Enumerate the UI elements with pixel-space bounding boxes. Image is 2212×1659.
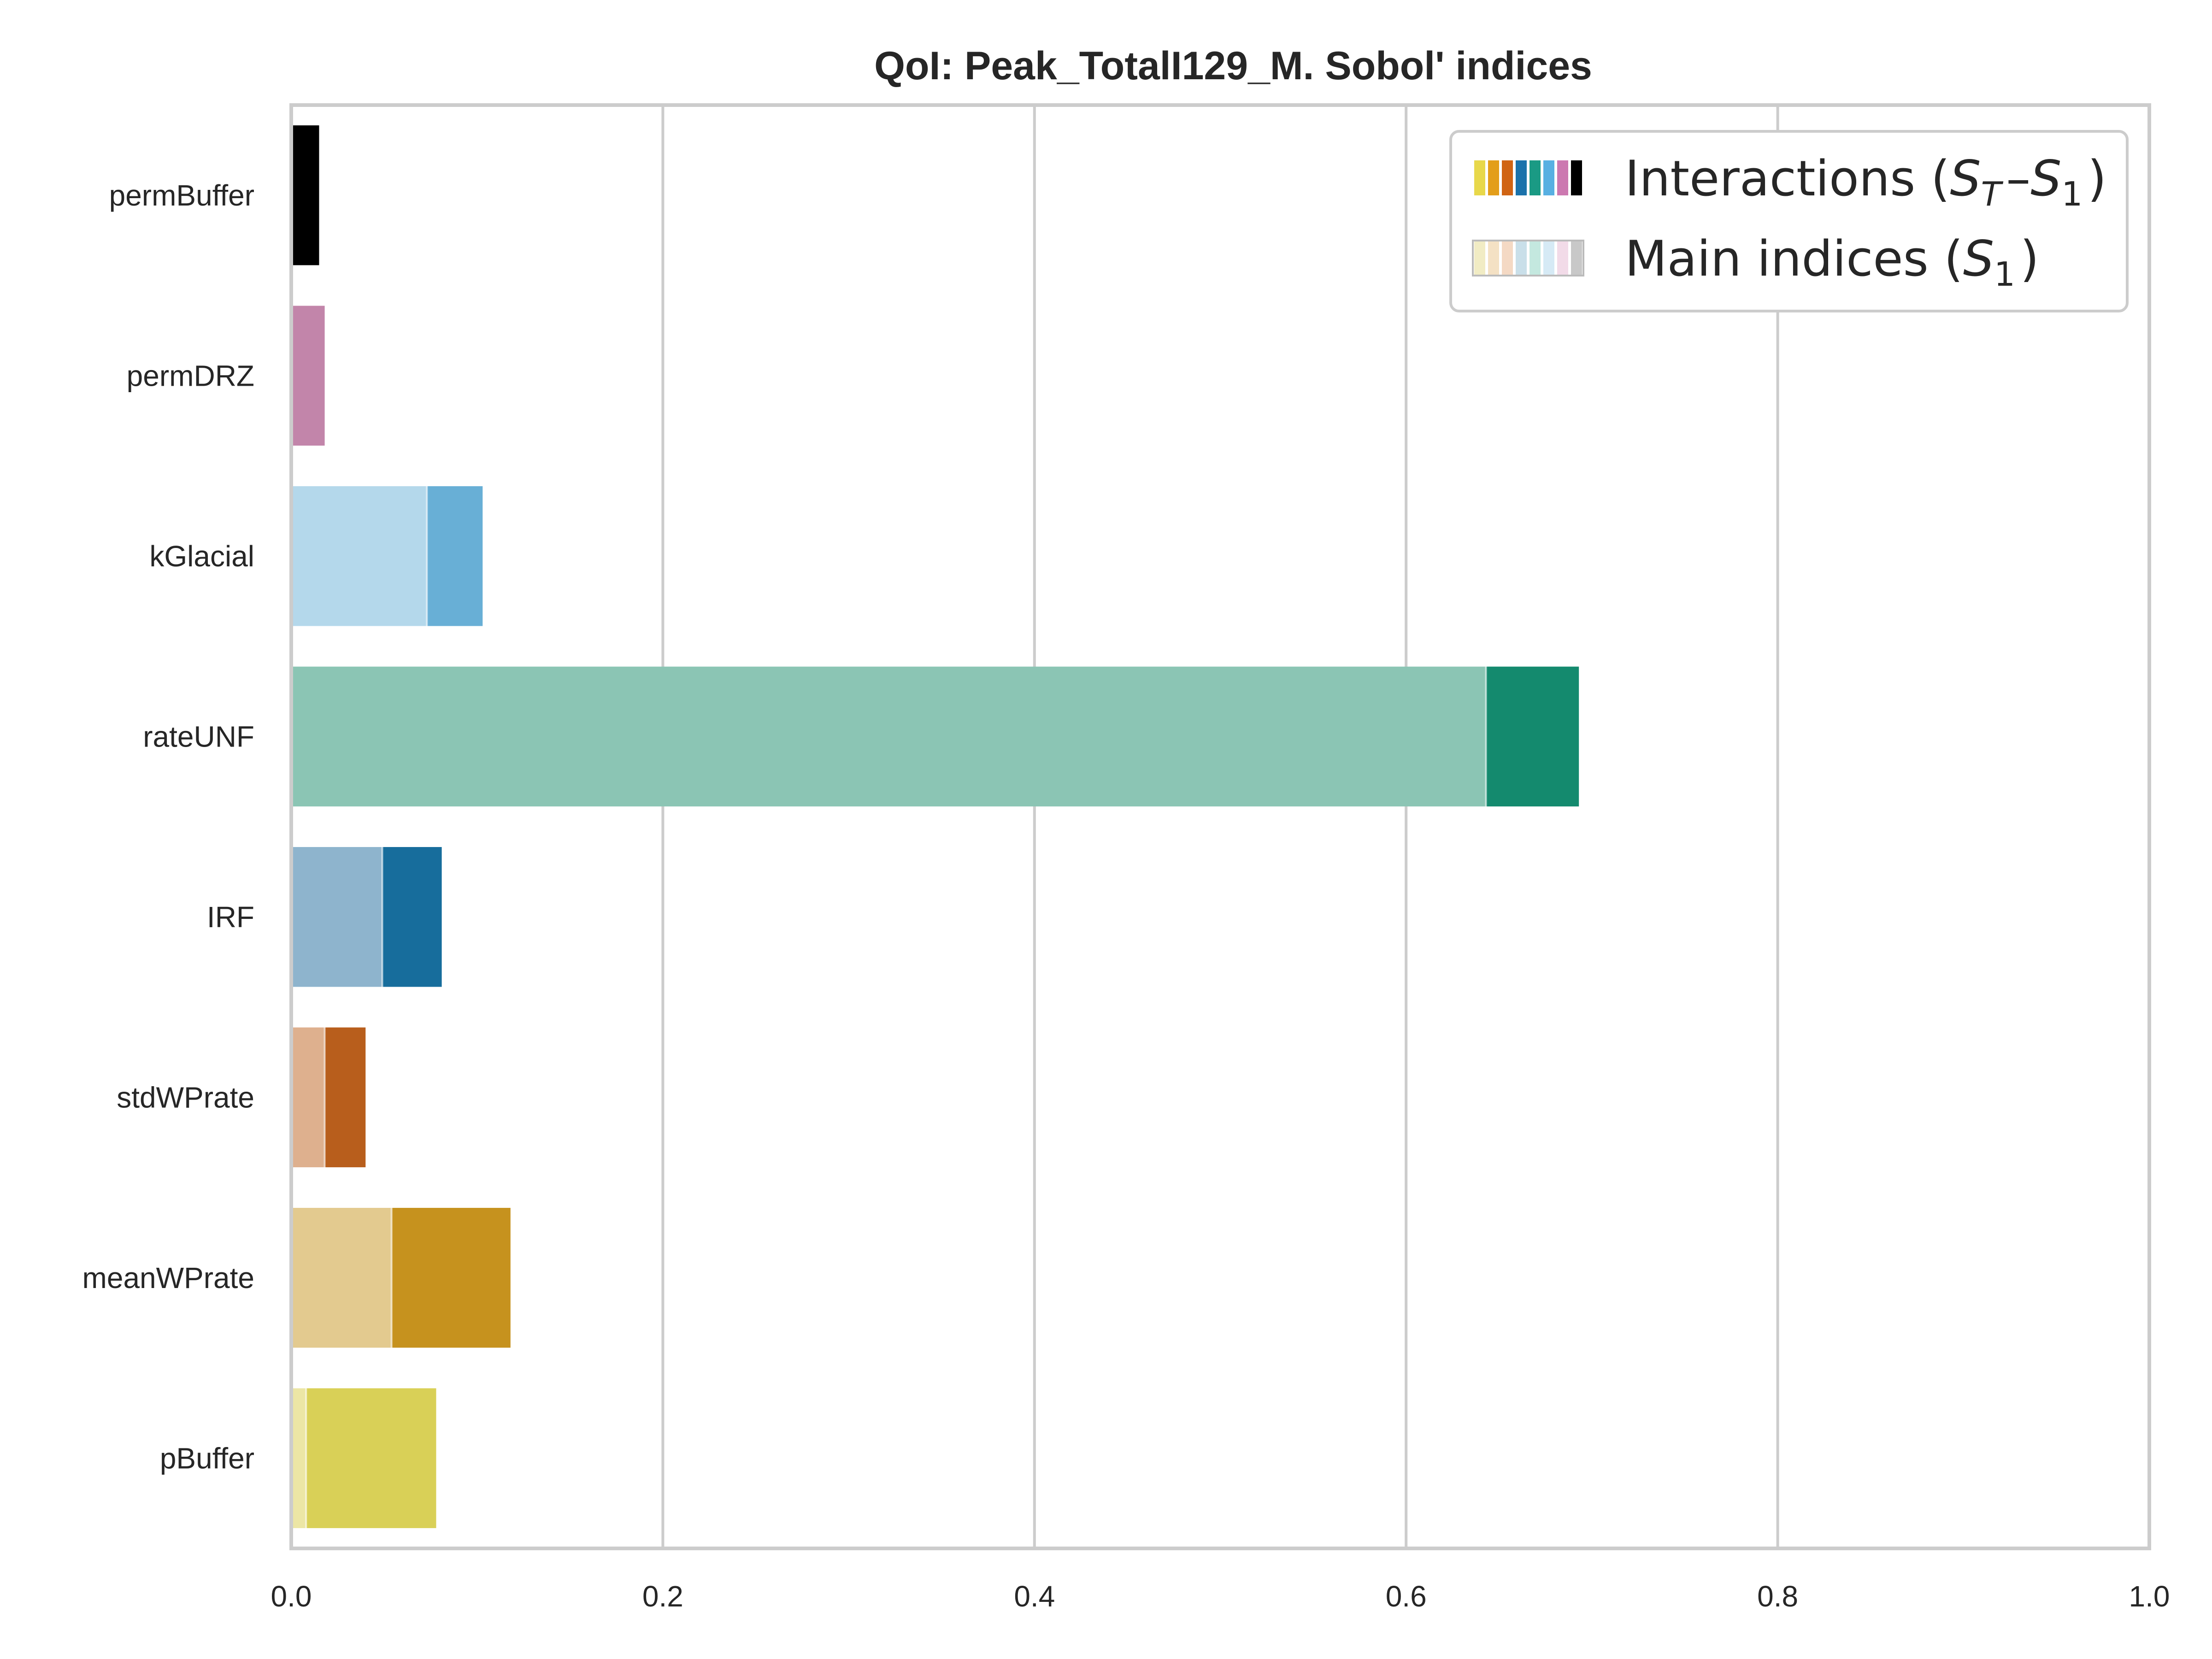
axes-frame bbox=[289, 103, 2151, 1550]
legend-box bbox=[1449, 130, 2129, 312]
bar-main-rateUNF bbox=[291, 666, 1486, 806]
y-tick-label: stdWPrate bbox=[117, 1081, 254, 1114]
x-tick-labels: 0.0 0.2 0.4 0.6 0.8 1.0 bbox=[271, 1580, 2170, 1613]
legend-swatch-stripe bbox=[1557, 160, 1568, 195]
legend-swatch-stripe bbox=[1516, 241, 1527, 276]
y-tick-label: permBuffer bbox=[109, 179, 254, 212]
legend-swatch-stripe bbox=[1502, 241, 1513, 276]
y-tick-label: permDRZ bbox=[127, 359, 254, 392]
legend-swatch-stripe bbox=[1488, 160, 1499, 195]
grid-lines bbox=[661, 105, 1779, 1548]
bars bbox=[291, 125, 1579, 1528]
legend-swatch-stripe bbox=[1557, 241, 1568, 276]
legend-swatch-stripe bbox=[1571, 241, 1582, 276]
legend-swatch-stripe bbox=[1474, 160, 1485, 195]
bar-interaction-rateUNF bbox=[1486, 666, 1579, 806]
legend-swatch-main bbox=[1472, 240, 1584, 276]
y-tick-label: kGlacial bbox=[149, 540, 254, 573]
legend-swatch-interactions bbox=[1474, 160, 1582, 195]
chart-title: QoI: Peak_TotalI129_M. Sobol' indices bbox=[874, 44, 1592, 88]
legend-label-interactions: Interactions (ST –S1 ) bbox=[1625, 150, 2106, 213]
legend-swatch-stripe bbox=[1474, 241, 1485, 276]
bar-main-stdWPrate bbox=[291, 1027, 325, 1167]
y-tick-label: IRF bbox=[207, 900, 254, 934]
bar-interaction-stdWPrate bbox=[324, 1027, 366, 1167]
bar-main-pBuffer bbox=[291, 1388, 306, 1528]
bar-interaction-IRF bbox=[382, 847, 442, 987]
legend-swatch-stripe bbox=[1571, 160, 1582, 195]
y-tick-label: rateUNF bbox=[143, 720, 254, 753]
legend-swatch-stripe bbox=[1543, 160, 1554, 195]
legend-swatch-stripe bbox=[1530, 241, 1541, 276]
x-tick-label: 0.8 bbox=[1757, 1580, 1798, 1613]
bar-main-meanWPrate bbox=[291, 1208, 392, 1348]
legend-swatch-stripe bbox=[1530, 160, 1541, 195]
legend-label-main: Main indices (S1 ) bbox=[1625, 230, 2039, 294]
legend-swatch-border bbox=[1472, 240, 1584, 276]
x-tick-label: 0.4 bbox=[1014, 1580, 1055, 1613]
legend-swatch-stripe bbox=[1502, 160, 1513, 195]
y-tick-label: pBuffer bbox=[160, 1441, 254, 1475]
bar-main-kGlacial bbox=[291, 486, 427, 626]
legend-swatch-stripe bbox=[1516, 160, 1527, 195]
bar-interaction-meanWPrate bbox=[391, 1208, 511, 1348]
y-tick-labels: permBuffer permDRZ kGlacial rateUNF IRF stdWP… bbox=[82, 179, 254, 1475]
bar-interaction-pBuffer bbox=[306, 1388, 436, 1528]
bar-main-IRF bbox=[291, 847, 382, 987]
bar-interaction-permDRZ bbox=[291, 306, 325, 446]
legend-swatch-stripe bbox=[1543, 241, 1554, 276]
x-tick-label: 0.6 bbox=[1386, 1580, 1427, 1613]
x-tick-label: 0.0 bbox=[271, 1580, 312, 1613]
x-tick-label: 1.0 bbox=[2129, 1580, 2170, 1613]
legend-swatch-stripe bbox=[1488, 241, 1499, 276]
bar-interaction-permBuffer bbox=[291, 125, 319, 265]
bar-interaction-kGlacial bbox=[427, 486, 483, 626]
x-tick-label: 0.2 bbox=[642, 1580, 683, 1613]
y-tick-label: meanWPrate bbox=[82, 1261, 254, 1294]
legend: Interactions (ST –S1 ) Main indices (S1 ) bbox=[1449, 130, 2129, 312]
